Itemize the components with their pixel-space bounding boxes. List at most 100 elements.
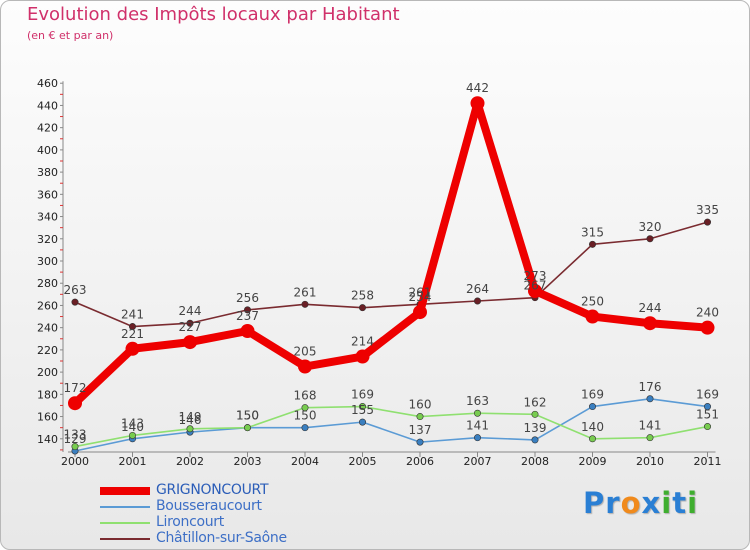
series-ch-tillon-sur-sa-ne-label: 335: [696, 203, 719, 217]
x-tick-label: 2007: [464, 455, 492, 468]
series-ch-tillon-sur-sa-ne-label: 267: [524, 279, 547, 293]
series-ch-tillon-sur-sa-ne-point: [71, 298, 79, 306]
series-grignoncourt-point: [643, 316, 657, 331]
series-grignoncourt-point: [183, 335, 197, 350]
series-grignoncourt-label: 221: [121, 327, 144, 341]
x-tick-label: 2005: [349, 455, 377, 468]
series-bousseraucourt-point: [416, 438, 424, 446]
y-tick-label: 320: [37, 233, 58, 246]
series-bousseraucourt-label: 150: [236, 409, 259, 423]
y-tick-label: 340: [37, 211, 58, 224]
series-grignoncourt-point: [700, 320, 715, 335]
series-grignoncourt-point: [528, 284, 542, 298]
x-tick-label: 2002: [176, 455, 204, 468]
series-grignoncourt-label: 250: [581, 295, 604, 309]
legend-swatch: [100, 487, 150, 495]
series-lironcourt-label: 149: [179, 410, 202, 424]
series-lironcourt-label: 169: [351, 388, 374, 402]
series-grignoncourt-point: [470, 96, 485, 111]
y-tick-label: 220: [37, 344, 58, 357]
data-labels: 263 241 244 256 261 258 261 264 267 315 320 335 172 2…: [64, 81, 719, 446]
brand-letter: x: [641, 486, 662, 520]
series-grignoncourt-label: 237: [236, 309, 259, 323]
series-bousseraucourt-point: [703, 403, 711, 411]
series-bousseraucourt-point: [301, 424, 309, 432]
series-lironcourt-label: 160: [409, 398, 432, 412]
series-ch-tillon-sur-sa-ne-label: 258: [351, 289, 374, 303]
series-ch-tillon-sur-sa-ne-label: 315: [581, 225, 604, 239]
x-tick-label: 2000: [61, 455, 89, 468]
series-ch-tillon-sur-sa-ne-point: [703, 218, 711, 226]
y-tick-label: 280: [37, 277, 58, 290]
series-grignoncourt-point: [240, 324, 255, 338]
series-lironcourt-point: [301, 404, 309, 412]
series-lironcourt-point: [71, 443, 79, 451]
series-bousseraucourt-point: [588, 403, 596, 411]
series-grignoncourt-point: [413, 305, 427, 320]
y-tick-label: 180: [37, 388, 58, 401]
series-bousseraucourt-label: 129: [64, 432, 87, 446]
series-grignoncourt-point: [585, 309, 600, 324]
series-ch-tillon-sur-sa-ne-line: [74, 221, 709, 328]
series-grignoncourt-label: 273: [524, 269, 547, 283]
series-lironcourt-label: 168: [294, 389, 317, 403]
series-grignoncourt-point: [68, 396, 82, 411]
series-grignoncourt-label: 244: [639, 301, 662, 315]
series-ch-tillon-sur-sa-ne-point: [301, 300, 309, 308]
brand-letter: i: [661, 486, 673, 520]
series-bousseraucourt-label: 169: [696, 388, 719, 402]
x-tick-label: 2003: [234, 455, 262, 468]
series-bousseraucourt-label: 141: [466, 419, 489, 433]
series-ch-tillon-sur-sa-ne-point: [358, 304, 366, 312]
y-tick-label: 160: [37, 411, 58, 424]
x-tick-label: 2001: [119, 455, 147, 468]
series-grignoncourt-point: [355, 349, 370, 364]
x-tick-label: 2006: [406, 455, 434, 468]
series-ch-tillon-sur-sa-ne-point: [646, 235, 654, 243]
series-lironcourt-label: 162: [524, 395, 547, 409]
series-ch-tillon-sur-sa-ne-label: 264: [466, 282, 489, 296]
series-grignoncourt-label: 254: [409, 290, 432, 304]
series-lines: [68, 96, 715, 455]
series-lironcourt-point: [646, 434, 654, 442]
brand-letter: t: [672, 486, 688, 520]
legend-label: Châtillon-sur-Saône: [156, 530, 287, 546]
series-lironcourt-point: [186, 425, 194, 433]
series-lironcourt-label: 150: [236, 409, 259, 423]
series-grignoncourt-line: [71, 99, 712, 408]
y-tick-label: 200: [37, 366, 58, 379]
series-ch-tillon-sur-sa-ne-label: 320: [639, 220, 662, 234]
y-tick-label: 420: [37, 122, 58, 135]
series-ch-tillon-sur-sa-ne-label: 256: [236, 291, 259, 305]
series-bousseraucourt-label: 176: [639, 380, 662, 394]
series-bousseraucourt-line: [74, 397, 709, 452]
y-tick-label: 380: [37, 166, 58, 179]
series-grignoncourt-label: 172: [64, 381, 87, 395]
x-tick-label: 2011: [694, 455, 722, 468]
series-grignoncourt-point: [125, 341, 140, 356]
y-tick-label: 300: [37, 255, 58, 268]
legend-swatch: [100, 506, 150, 508]
y-tick-label: 240: [37, 322, 58, 335]
series-ch-tillon-sur-sa-ne-label: 261: [294, 285, 317, 299]
series-lironcourt-point: [588, 435, 596, 443]
series-grignoncourt-point: [298, 359, 312, 374]
series-lironcourt-point: [129, 431, 137, 439]
series-lironcourt-point: [244, 424, 252, 432]
x-tick-label: 2004: [291, 455, 319, 468]
brand-letter: i: [687, 486, 699, 520]
chart-axes: 140 160 180 200 220 240 260 280 300 320 340 360 380 4…: [37, 77, 722, 468]
legend-swatch: [100, 538, 150, 540]
series-grignoncourt-label: 205: [294, 345, 317, 359]
series-grignoncourt-label: 442: [466, 81, 489, 95]
series-bousseraucourt-point: [358, 418, 366, 426]
series-ch-tillon-sur-sa-ne-point: [186, 319, 194, 327]
series-bousseraucourt-label: 137: [409, 423, 432, 437]
series-ch-tillon-sur-sa-ne-point: [244, 306, 252, 314]
series-lironcourt-point: [703, 423, 711, 431]
y-tick-label: 440: [37, 99, 58, 112]
series-lironcourt-label: 133: [64, 428, 87, 442]
y-tick-label: 140: [37, 433, 58, 446]
series-ch-tillon-sur-sa-ne-point: [473, 297, 481, 305]
